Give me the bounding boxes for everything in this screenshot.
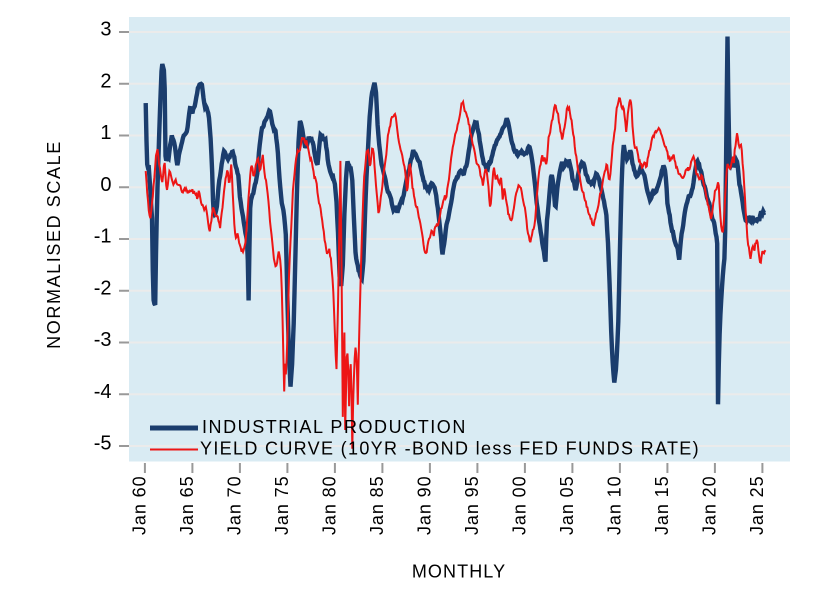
svg-text:Jan 95: Jan 95 [462, 476, 482, 535]
svg-text:Jan 25: Jan 25 [747, 476, 767, 535]
svg-text:INDUSTRIAL PRODUCTION: INDUSTRIAL PRODUCTION [202, 417, 467, 437]
svg-text:NORMALISED SCALE: NORMALISED SCALE [44, 140, 64, 349]
svg-text:YIELD CURVE (10YR -BOND less F: YIELD CURVE (10YR -BOND less FED FUNDS R… [200, 439, 700, 459]
svg-text:Jan 15: Jan 15 [652, 476, 672, 535]
svg-text:-3: -3 [94, 329, 112, 351]
svg-text:-4: -4 [94, 381, 112, 403]
svg-text:3: 3 [100, 19, 111, 41]
svg-text:Jan 85: Jan 85 [367, 476, 387, 535]
svg-text:Jan 80: Jan 80 [319, 476, 339, 535]
svg-text:MONTHLY: MONTHLY [412, 562, 506, 582]
svg-text:-2: -2 [94, 277, 112, 299]
svg-text:Jan 70: Jan 70 [224, 476, 244, 535]
svg-text:-1: -1 [94, 226, 112, 248]
svg-text:2: 2 [100, 70, 111, 92]
svg-text:Jan 60: Jan 60 [129, 476, 149, 535]
svg-text:Jan 65: Jan 65 [177, 476, 197, 535]
svg-text:Jan 90: Jan 90 [414, 476, 434, 535]
svg-text:-5: -5 [94, 433, 112, 455]
svg-text:Jan 05: Jan 05 [557, 476, 577, 535]
svg-text:Jan 20: Jan 20 [699, 476, 719, 535]
svg-text:Jan 00: Jan 00 [509, 476, 529, 535]
svg-text:0: 0 [100, 174, 111, 196]
svg-text:Jan 75: Jan 75 [272, 476, 292, 535]
svg-text:1: 1 [100, 122, 111, 144]
svg-text:Jan 10: Jan 10 [604, 476, 624, 535]
